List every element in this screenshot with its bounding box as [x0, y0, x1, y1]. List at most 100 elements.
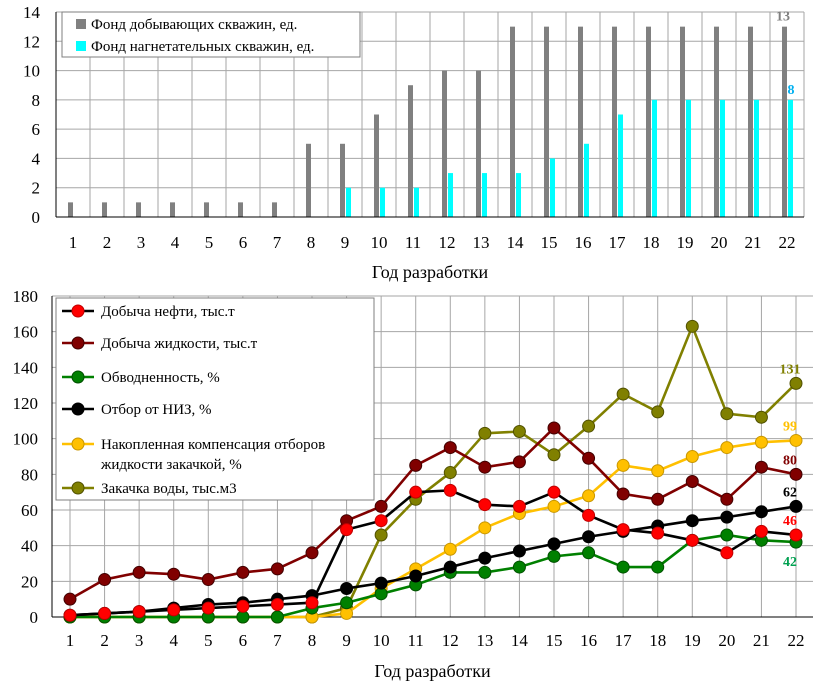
series-point — [547, 549, 561, 563]
bar — [782, 26, 787, 218]
bar-y-tick-label: 8 — [32, 91, 41, 110]
series-point — [547, 421, 561, 435]
line-data-label: 42 — [783, 555, 797, 570]
series-point — [270, 562, 284, 576]
bar — [448, 173, 453, 217]
series-point — [582, 419, 596, 433]
series-point — [754, 460, 768, 474]
series-point — [789, 528, 803, 542]
line-legend-label: Добыча жидкости, тыс.т — [101, 336, 258, 352]
series-point — [512, 455, 526, 469]
line-y-tick-label: 60 — [21, 501, 38, 520]
series-point — [789, 376, 803, 390]
series-point — [547, 485, 561, 499]
series-point — [616, 458, 630, 472]
series-point — [201, 601, 215, 615]
series-point — [270, 610, 284, 624]
line-x-tick-label: 22 — [788, 631, 805, 650]
series-point — [651, 464, 665, 478]
bar — [788, 99, 793, 217]
series-point — [651, 405, 665, 419]
series-point — [98, 606, 112, 620]
series-point — [443, 483, 457, 497]
line-x-tick-label: 3 — [135, 631, 144, 650]
line-x-tick-label: 20 — [718, 631, 735, 650]
series-point — [651, 526, 665, 540]
series-point — [443, 441, 457, 455]
legend-swatch — [76, 41, 86, 51]
series-point — [63, 608, 77, 622]
bar-y-tick-label: 4 — [32, 149, 41, 168]
bar-x-tick-label: 6 — [239, 233, 248, 252]
series-point — [616, 487, 630, 501]
series-point — [374, 576, 388, 590]
line-legend-label: Добыча нефти, тыс.т — [101, 304, 235, 320]
bar — [482, 173, 487, 217]
series-point — [305, 596, 319, 610]
bar — [510, 26, 515, 218]
series-point — [720, 546, 734, 560]
line-y-tick-label: 120 — [13, 394, 39, 413]
series-point — [720, 528, 734, 542]
bar — [618, 114, 623, 217]
series-point — [789, 499, 803, 513]
series-point — [305, 546, 319, 560]
series-point — [754, 410, 768, 424]
bar — [442, 70, 447, 217]
bar — [612, 26, 617, 218]
series-point — [685, 319, 699, 333]
series-point — [443, 542, 457, 556]
line-y-tick-label: 100 — [13, 430, 39, 449]
bar — [414, 187, 419, 217]
series-line — [69, 489, 797, 617]
series-point — [754, 435, 768, 449]
line-x-tick-label: 15 — [546, 631, 563, 650]
line-x-tick-label: 21 — [753, 631, 770, 650]
line-legend-label: жидкости закачкой, % — [100, 457, 242, 473]
bar-y-tick-label: 10 — [23, 62, 40, 81]
line-legend-label: Обводненность, % — [101, 370, 220, 386]
line-x-tick-label: 6 — [239, 631, 248, 650]
series-point — [340, 523, 354, 537]
series-point — [374, 514, 388, 528]
bar-x-tick-label: 20 — [711, 233, 728, 252]
series-point — [685, 474, 699, 488]
series-point — [685, 450, 699, 463]
series-point — [132, 565, 146, 579]
line-legend-box — [55, 297, 375, 501]
series-point — [443, 466, 457, 480]
bar-legend — [61, 11, 361, 58]
series-point — [236, 599, 250, 613]
bar-x-tick-label: 5 — [205, 233, 214, 252]
bar-x-tick-label: 17 — [609, 233, 627, 252]
series-point — [270, 598, 284, 612]
bar-x-tick-label: 13 — [473, 233, 490, 252]
series-point — [443, 560, 457, 574]
bar-x-tick-label: 3 — [137, 233, 146, 252]
bar — [408, 85, 413, 217]
line-data-label: 131 — [780, 362, 801, 377]
line-x-tick-label: 19 — [684, 631, 701, 650]
series-point — [789, 467, 803, 481]
series-point — [512, 499, 526, 513]
line-x-tick-label: 5 — [204, 631, 213, 650]
line-x-tick-label: 7 — [273, 631, 282, 650]
line-data-label: 46 — [783, 514, 797, 529]
line-x-tick-label: 12 — [442, 631, 459, 650]
series-point — [374, 528, 388, 542]
line-y-tick-label: 180 — [13, 287, 39, 306]
series-line — [69, 426, 797, 601]
line-y-tick-label: 160 — [13, 323, 39, 342]
line-y-tick-label: 40 — [21, 537, 38, 556]
series-point — [547, 448, 561, 462]
bar — [646, 26, 651, 218]
line-x-axis-title: Год разработки — [374, 661, 491, 681]
bar-x-axis-title: Год разработки — [372, 262, 489, 282]
line-x-tick-label: 8 — [308, 631, 317, 650]
series-point — [720, 510, 734, 524]
series-point — [236, 565, 250, 579]
series-point — [340, 581, 354, 595]
bar — [550, 158, 555, 217]
bar-x-tick-label: 16 — [575, 233, 592, 252]
